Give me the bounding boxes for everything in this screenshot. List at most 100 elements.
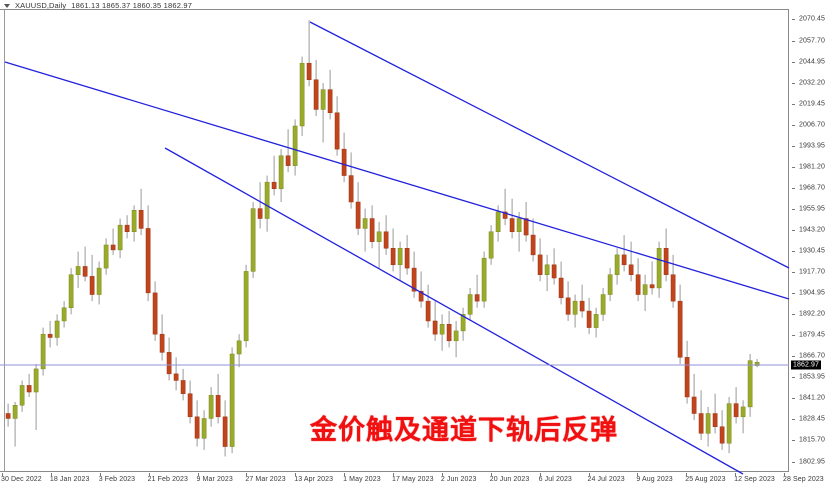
- candle-bearish: [670, 274, 676, 302]
- candle-bearish: [418, 290, 424, 302]
- candle-bearish: [425, 300, 431, 322]
- price-tick-label: 1892.20: [799, 310, 826, 318]
- axis-tick: [792, 229, 795, 231]
- candle-bullish: [264, 181, 270, 219]
- mid-channel-line[interactable]: [309, 21, 790, 269]
- axis-tick: [792, 208, 795, 210]
- axis-tick: [792, 124, 795, 126]
- candle-bearish: [124, 224, 130, 232]
- candle-bullish: [96, 267, 102, 295]
- date-tick-label: 25 Aug 2023: [685, 476, 726, 483]
- axis-tick: [792, 335, 795, 337]
- price-tick-label: 1993.95: [799, 142, 826, 150]
- candle-bearish: [327, 89, 333, 114]
- candle-bullish: [320, 89, 326, 110]
- price-tick-label: 2057.70: [799, 37, 826, 45]
- candle-bearish: [159, 333, 165, 353]
- date-tick-label: 20 Jun 2023: [489, 476, 530, 483]
- time-tick: [246, 473, 248, 476]
- date-tick-label: 3 Feb 2023: [98, 476, 136, 483]
- candle-bearish: [145, 228, 151, 294]
- candle-bullish: [19, 385, 25, 406]
- candle-bearish: [222, 416, 228, 447]
- price-tick-label: 1879.45: [799, 331, 826, 339]
- time-axis[interactable]: 30 Dec 2022 18 Jan 2023 3 Feb 2023 21 Feb 2…: [0, 473, 824, 490]
- candle-bearish: [579, 300, 585, 312]
- candle-bearish: [152, 292, 158, 335]
- candle-bearish: [404, 248, 410, 269]
- time-tick: [588, 473, 590, 476]
- time-tick: [686, 473, 688, 476]
- date-tick-label: 13 Apr 2023: [294, 476, 334, 483]
- axis-tick: [792, 166, 795, 168]
- axis-tick: [792, 145, 795, 147]
- symbol-label: XAUUSD,Daily: [15, 1, 67, 10]
- candle-bearish: [110, 244, 116, 251]
- candle-bullish: [236, 340, 242, 355]
- candle-bearish: [432, 320, 438, 335]
- candle-bearish: [565, 297, 571, 315]
- time-tick: [393, 473, 394, 476]
- plot-area[interactable]: [0, 9, 789, 472]
- price-tick-label: 1828.45: [799, 415, 826, 423]
- date-tick-label: 9 Aug 2023: [636, 476, 673, 483]
- candle-bearish: [537, 254, 543, 275]
- candle-bearish: [82, 266, 88, 277]
- candle-bearish: [649, 284, 655, 289]
- price-tick-label: 2019.45: [799, 100, 826, 108]
- candle-bullish: [516, 218, 522, 232]
- candle-bearish: [215, 395, 221, 418]
- candle-bearish: [530, 234, 536, 256]
- candle-bullish: [488, 231, 494, 259]
- price-tick-label: 1802.95: [799, 458, 826, 465]
- axis-tick: [792, 103, 795, 105]
- axis-tick: [792, 82, 795, 84]
- price-tick-label: 1815.70: [799, 436, 826, 444]
- ohlc-values: 1861.13 1865.37 1860.35 1862.97: [71, 1, 193, 10]
- price-tick-label: 1968.70: [799, 184, 826, 192]
- candle-bearish: [383, 231, 389, 249]
- candle-bullish: [642, 284, 648, 295]
- candle-bullish: [747, 360, 753, 408]
- axis-tick: [792, 419, 795, 421]
- candle-bearish: [166, 352, 172, 375]
- axis-tick: [792, 250, 795, 252]
- candle-bearish: [194, 416, 200, 439]
- candle-bullish: [299, 62, 305, 127]
- candle-bullish: [278, 155, 284, 190]
- price-tick-label: 1866.70: [799, 352, 826, 360]
- candle-bearish: [285, 155, 291, 166]
- candle-bullish: [705, 413, 711, 434]
- candle-bullish: [131, 210, 137, 232]
- price-axis[interactable]: 2070.45 2057.70 2044.95 2032.20 2019.45 2006.…: [790, 9, 840, 472]
- time-tick: [295, 473, 297, 476]
- trendline-group: [4, 21, 790, 475]
- candle-bearish: [26, 385, 32, 393]
- candle-bearish: [509, 218, 515, 232]
- axis-tick: [792, 40, 795, 42]
- axis-tick: [792, 377, 795, 379]
- candle-bullish: [362, 218, 368, 229]
- candle-bearish: [698, 413, 704, 434]
- upper-channel-line[interactable]: [4, 61, 790, 300]
- price-tick-label: 1981.20: [799, 163, 826, 171]
- candle-bullish: [61, 307, 67, 322]
- candle-bearish: [5, 413, 11, 419]
- candle-bearish: [628, 264, 634, 275]
- price-tick-label: 2044.95: [799, 58, 826, 66]
- candle-bullish: [481, 257, 487, 302]
- candle-bullish: [467, 294, 473, 315]
- candle-bearish: [187, 393, 193, 418]
- candle-bullish: [593, 314, 599, 328]
- candle-bearish: [348, 175, 354, 203]
- candle-bullish: [75, 266, 81, 275]
- candle-bearish: [173, 373, 179, 381]
- triangle-down-icon[interactable]: [4, 3, 10, 8]
- axis-tick: [792, 356, 795, 358]
- candle-bearish: [138, 210, 144, 229]
- axis-tick: [792, 398, 795, 400]
- candle-bullish: [740, 406, 746, 418]
- lower-channel-line[interactable]: [164, 147, 744, 475]
